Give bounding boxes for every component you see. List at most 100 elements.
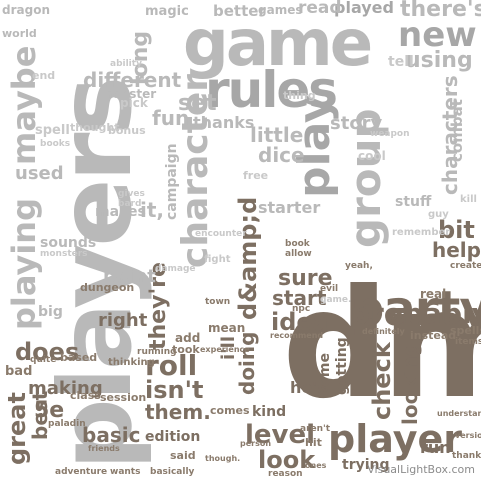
word-hes: he's [290, 378, 327, 397]
word-sure: sure [278, 266, 333, 291]
word-kill: kill [460, 194, 477, 205]
word-dragon: dragon [2, 3, 50, 17]
word-tell: tell [388, 54, 414, 70]
word-different: different [83, 68, 182, 92]
word-guy: guy [428, 209, 449, 220]
word-new: new [398, 15, 477, 55]
word-fun: fun [152, 106, 190, 130]
word-story: story [330, 113, 383, 134]
word-reason: reason [268, 469, 303, 479]
word-little: little [250, 123, 304, 147]
word-kind: kind [252, 404, 287, 420]
word-yeah: yeah, [345, 261, 373, 271]
word-playing: playing [5, 198, 43, 330]
word-recommend: recommend [270, 331, 324, 340]
word-took: took [172, 343, 200, 356]
word-experience: experience [200, 345, 250, 354]
word-thing: thing [283, 89, 316, 102]
word-rules: rules [205, 61, 338, 119]
word-idea: idea [271, 308, 329, 336]
word-end: end [32, 69, 56, 82]
word-player: player [328, 417, 462, 461]
word-town: town [205, 297, 231, 307]
word-set: set [178, 91, 217, 116]
word-start: start [272, 286, 327, 310]
word-used: used [15, 163, 64, 184]
word-probably: probably [350, 297, 481, 330]
word-monsters: monsters [40, 249, 88, 259]
word-remember: remember [392, 227, 451, 238]
word-understand: understand [437, 409, 481, 418]
word-basically: basically [150, 467, 195, 477]
word-instead: instead [410, 329, 457, 342]
word-trying: trying [342, 457, 390, 473]
word-point: point [103, 266, 156, 287]
word-allow: allow [285, 249, 312, 259]
word-hit: hit [305, 436, 322, 449]
word-stuff: stuff [395, 194, 432, 210]
word-played-top: played [334, 0, 394, 17]
word-dungeon: dungeon [80, 281, 135, 294]
word-maybe: maybe [5, 45, 43, 165]
word-cool: cool [358, 149, 386, 163]
word-weapon: weapon [370, 129, 410, 139]
word-spell: spell [35, 123, 70, 138]
word-looking: looking [398, 341, 422, 425]
word-definitely: definitely [362, 327, 405, 336]
word-great: great [3, 392, 31, 465]
word-making: making [28, 378, 103, 399]
word-wants: wants [110, 467, 141, 477]
word-spells: spells [450, 324, 481, 337]
word-ones: ones [305, 461, 327, 470]
word-bit: bit [438, 216, 475, 244]
watermark-credit: VisualLightBox.com [367, 463, 475, 476]
word-evil: evil [320, 284, 339, 294]
word-magic: magic [145, 4, 189, 19]
word-level: level [245, 420, 316, 450]
word-arent: aren't [300, 424, 331, 434]
word-version: version [455, 431, 481, 440]
word-free: free [243, 169, 269, 182]
word-book: book [285, 239, 310, 249]
word-run: run [420, 438, 451, 457]
word-session: session [100, 391, 147, 404]
word-person: person [240, 439, 272, 448]
word-right: right [98, 310, 148, 331]
word-5e: 5e [34, 398, 65, 423]
word-real: real [420, 287, 447, 301]
word-using: using [405, 48, 473, 73]
word-dm: dm [282, 258, 481, 432]
word-edition: edition [145, 429, 201, 445]
word-isnt: isn't [145, 376, 204, 404]
word-help: help [432, 238, 481, 262]
word-read: read [298, 0, 342, 18]
word-books: books [40, 139, 71, 149]
word-comes: comes [210, 404, 250, 417]
word-check: check [368, 342, 396, 420]
word-running: running [137, 347, 177, 357]
word-doing: doing [235, 331, 259, 395]
word-makes: makes [95, 204, 146, 220]
word-based: based [60, 351, 98, 364]
word-getting: getting [334, 337, 350, 395]
word-does: does [15, 338, 80, 366]
word-paladin: paladin [48, 419, 86, 429]
word-them: them. [145, 400, 211, 424]
word-fight: fight [204, 254, 231, 265]
word-game: game [183, 7, 373, 81]
word-friends: friends [88, 444, 120, 453]
word-thank: thank [452, 451, 481, 461]
word-theres: there's [400, 0, 481, 22]
word-pick: pick [120, 96, 148, 110]
word-campaign: campaign [164, 143, 180, 220]
word-npc: npc [292, 304, 311, 314]
word-basic: basic [82, 423, 141, 447]
word-better: better [213, 2, 266, 20]
word-game2: game. [320, 295, 352, 305]
word-thought: thought [70, 121, 120, 134]
word-create: create [450, 261, 481, 271]
word-roll: roll [145, 349, 198, 382]
word-encounter: encounter [195, 229, 247, 239]
word-it: it, [140, 198, 165, 222]
